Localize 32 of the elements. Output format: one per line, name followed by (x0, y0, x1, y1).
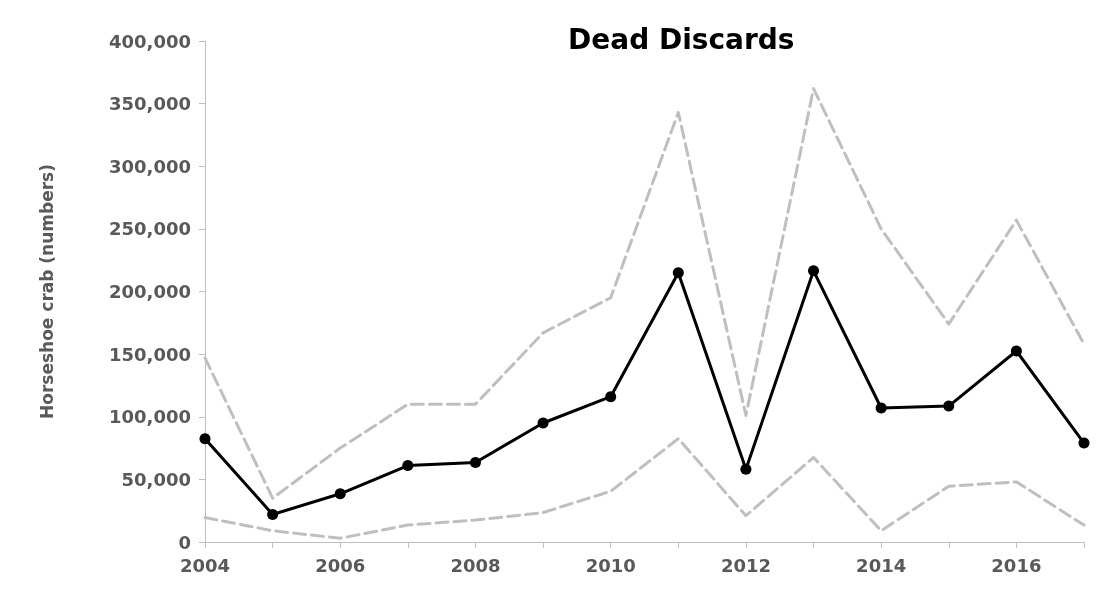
x-tick-label: 2010 (585, 554, 636, 576)
y-tick-label: 300,000 (109, 155, 191, 177)
y-tick-label: 250,000 (109, 218, 191, 240)
x-tick-label: 2004 (179, 554, 231, 576)
point (943, 400, 955, 412)
y-tick-label: 150,000 (109, 343, 191, 365)
point (267, 508, 279, 520)
point (334, 488, 346, 500)
x-tick-label: 2006 (315, 554, 366, 576)
point (1010, 345, 1022, 357)
point (875, 402, 887, 414)
point (469, 456, 481, 468)
y-tick-label: 350,000 (109, 93, 191, 115)
x-tick-label: 2008 (450, 554, 501, 576)
point (402, 460, 414, 472)
y-tick-label: 400,000 (109, 30, 191, 52)
point (740, 463, 752, 475)
y-axis-title: Horseshoe crab (numbers) (36, 164, 57, 419)
x-tick-label: 2016 (991, 554, 1042, 576)
y-tick-label: 200,000 (109, 281, 191, 302)
point (672, 267, 684, 279)
y-tick-label: 100,000 (109, 406, 191, 428)
y-tick-label: 0 (178, 531, 191, 553)
chart-title: Dead Discards (568, 22, 795, 56)
x-tick-label: 2012 (720, 554, 771, 576)
y-tick-label: 50,000 (121, 468, 191, 490)
point (199, 433, 211, 445)
point (605, 391, 617, 403)
x-tick-label: 2014 (856, 554, 907, 576)
point (808, 265, 820, 277)
point (537, 417, 549, 429)
point (1078, 437, 1090, 449)
